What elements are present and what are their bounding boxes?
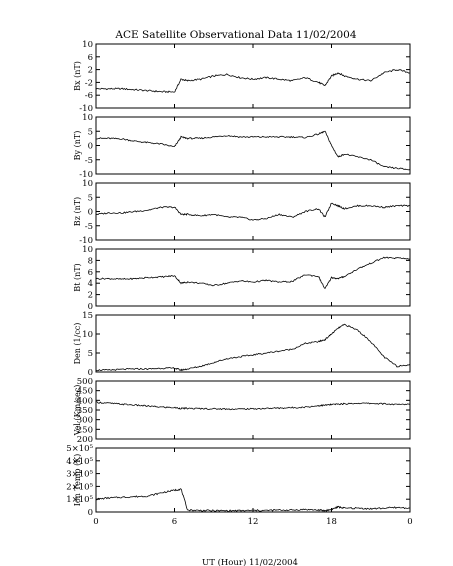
- y-tick-label: 0: [88, 142, 93, 152]
- x-tick-label: 0: [407, 517, 412, 527]
- y-tick-label: 10: [82, 40, 93, 50]
- y-tick-label: -10: [79, 170, 93, 180]
- y-tick-label: 2×10⁵: [66, 482, 93, 492]
- y-tick-label: 0: [88, 208, 93, 218]
- panel-frame: [95, 314, 411, 373]
- y-tick-label: 10: [82, 113, 93, 123]
- chart-title: ACE Satellite Observational Data 11/02/2…: [114, 29, 356, 41]
- y-tick-label: 350: [77, 406, 93, 416]
- y-axis-label: Den (1/cc): [73, 323, 82, 365]
- y-tick-label: 500: [77, 377, 93, 387]
- y-tick-label: 10: [82, 179, 93, 189]
- y-tick-label: -5: [85, 156, 93, 166]
- y-tick-label: 4: [88, 279, 93, 289]
- x-tick-label: 0: [93, 517, 98, 527]
- y-tick-label: 250: [77, 425, 93, 435]
- x-tick-label: 12: [248, 517, 259, 527]
- y-tick-label: 5×10⁵: [66, 444, 93, 454]
- series-line: [95, 202, 411, 221]
- series-line: [95, 323, 411, 372]
- y-tick-label: 4×10⁵: [66, 457, 93, 467]
- y-axis-label: Vel (Km/sec): [73, 385, 82, 437]
- y-axis-label: Ion Temp (K): [73, 454, 82, 507]
- x-tick-label: 6: [172, 517, 177, 527]
- series-line: [95, 488, 411, 513]
- panel-frame: [95, 43, 411, 109]
- y-tick-label: 5: [88, 127, 93, 137]
- y-tick-label: 0: [88, 508, 93, 518]
- panel-frame: [95, 116, 411, 175]
- y-tick-label: 5: [88, 349, 93, 359]
- y-axis-label: Bx (nT): [73, 61, 82, 91]
- series-line: [96, 130, 411, 171]
- y-tick-label: 3×10⁵: [66, 470, 93, 480]
- y-tick-label: 0: [88, 302, 93, 312]
- x-axis-label: UT (Hour) 11/02/2004: [202, 557, 298, 566]
- y-axis-label: Bt (nT): [73, 263, 82, 291]
- x-tick-label: 18: [326, 517, 337, 527]
- y-tick-label: -2: [85, 78, 93, 88]
- panel-frame: [95, 447, 411, 513]
- y-tick-label: 15: [82, 311, 93, 321]
- y-axis-label: Bz (nT): [73, 197, 82, 226]
- y-tick-label: 1×10⁵: [66, 495, 93, 505]
- y-tick-label: 5: [88, 193, 93, 203]
- panel-frame: [95, 380, 411, 440]
- panel-frame: [95, 248, 411, 307]
- y-tick-label: -6: [85, 91, 93, 101]
- y-tick-label: -10: [79, 236, 93, 246]
- y-tick-label: 400: [77, 396, 93, 406]
- y-tick-label: 10: [82, 330, 93, 340]
- y-tick-label: 200: [77, 435, 93, 445]
- series-line: [95, 256, 411, 290]
- y-tick-label: -10: [79, 104, 93, 114]
- y-tick-label: 300: [77, 416, 93, 426]
- y-tick-label: 2: [88, 66, 93, 76]
- y-axis-label: By (nT): [73, 131, 82, 161]
- y-tick-label: 8: [88, 256, 93, 266]
- series-line: [95, 69, 411, 94]
- y-tick-label: 2: [88, 291, 93, 301]
- series-line: [95, 401, 410, 411]
- y-tick-label: -5: [85, 222, 93, 232]
- y-tick-label: 0: [88, 368, 93, 378]
- y-tick-label: 450: [77, 387, 93, 397]
- y-tick-label: 6: [88, 53, 93, 63]
- y-tick-label: 10: [82, 245, 93, 255]
- y-tick-label: 6: [88, 268, 93, 278]
